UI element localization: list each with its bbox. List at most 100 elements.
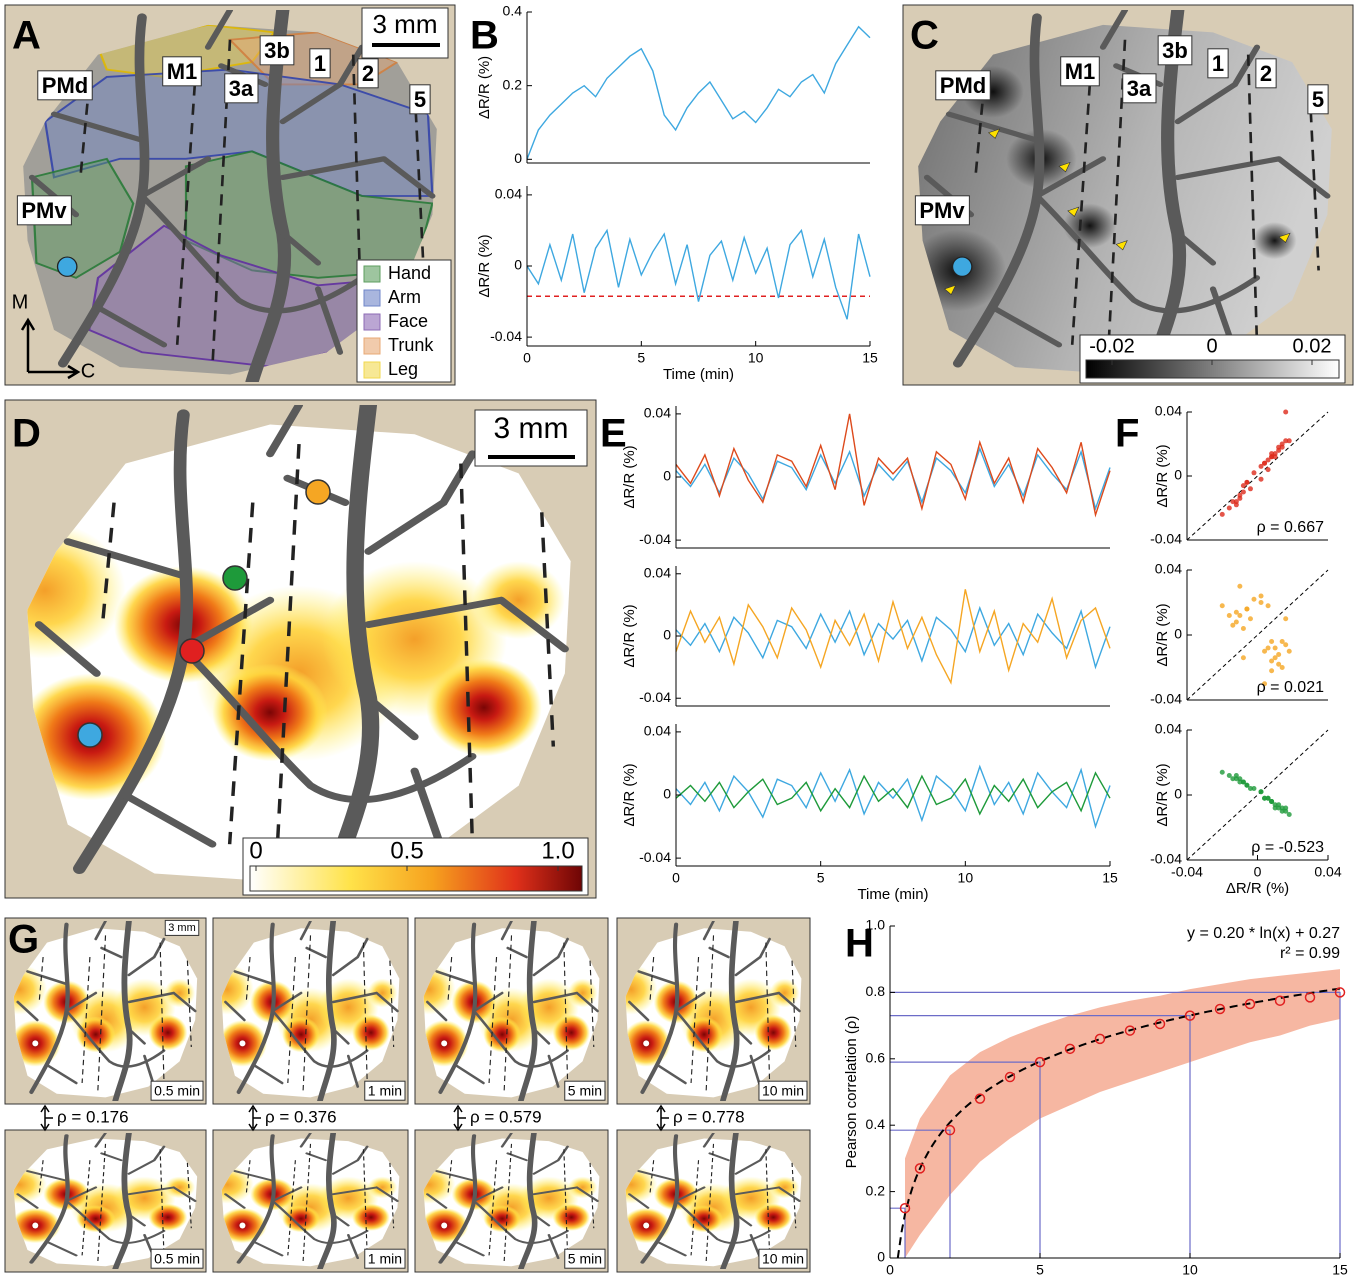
y-tick-label: 0.04 (1155, 561, 1182, 577)
scatter-point (1241, 626, 1246, 631)
scatter-point (1283, 809, 1288, 814)
duration-label: 5 min (568, 1083, 602, 1099)
correlation-label: ρ = 0.778 (673, 1107, 745, 1126)
y-tick-label: 0.4 (866, 1116, 886, 1132)
area-label: 2 (1260, 61, 1272, 86)
duration-label: 0.5 min (154, 1251, 200, 1267)
y-axis-label: ΔR/R (%) (1154, 603, 1171, 666)
area-label: 3a (229, 76, 254, 101)
scatter-point (1283, 438, 1288, 443)
area-label: 1 (1212, 51, 1224, 76)
scatter-point (1220, 512, 1225, 517)
legend-swatch (364, 314, 380, 330)
x-tick-label: 5 (817, 870, 825, 886)
y-tick-label: -0.04 (639, 689, 671, 705)
scatter-point (1266, 603, 1271, 608)
y-tick-label: 0 (663, 627, 671, 643)
x-tick-label: 15 (862, 350, 878, 366)
area-label: 3b (1162, 38, 1188, 63)
y-axis-label: ΔR/R (%) (476, 234, 493, 297)
y-tick-label: 0 (514, 150, 522, 166)
panel-letter: E (600, 412, 627, 456)
scatter-point (1280, 445, 1285, 450)
y-tick-label: 0 (1174, 786, 1182, 802)
orientation-label: C (81, 360, 95, 382)
scatter-point (1241, 655, 1246, 660)
y-tick-label: 0.04 (495, 186, 522, 202)
roi-dot (306, 480, 330, 504)
scatter-point (1227, 773, 1232, 778)
area-label: 5 (414, 87, 426, 112)
area-label: 3b (264, 38, 290, 63)
correlation-label: ρ = -0.523 (1251, 839, 1324, 856)
legend-swatch (364, 362, 380, 378)
y-tick-label: 0.04 (1155, 721, 1182, 737)
scatter-point (1266, 796, 1271, 801)
colorbar-tick-label: -0.02 (1089, 335, 1135, 357)
legend-swatch (364, 266, 380, 282)
figure: 3 mm 3 mm 0.5 min1 min5 min10 min0.5 min… (0, 0, 1358, 1278)
panel-letter: H (845, 922, 874, 966)
y-tick-label: 0.04 (644, 405, 671, 421)
pair-bracket (249, 1106, 261, 1130)
x-tick-label: 15 (1102, 870, 1118, 886)
colorbar-tick-label: 0.02 (1293, 335, 1332, 357)
y-axis-label: ΔR/R (%) (1154, 763, 1171, 826)
y-tick-label: -0.04 (1150, 531, 1182, 547)
duration-label: 1 min (368, 1251, 402, 1267)
trace (676, 773, 1110, 814)
scatter-point (1251, 786, 1256, 791)
colorbar (250, 866, 582, 891)
x-tick-label: 0 (886, 1262, 894, 1278)
seed-dot (441, 1222, 447, 1228)
trace (527, 230, 870, 319)
y-axis-label: ΔR/R (%) (621, 763, 638, 826)
scatter-point (1234, 620, 1239, 625)
x-tick-label: 5 (637, 350, 645, 366)
y-tick-label: 0.04 (644, 564, 671, 580)
y-tick-label: 0.8 (866, 983, 886, 999)
correlation-label: ρ = 0.376 (265, 1107, 337, 1126)
seed-dot (239, 1222, 245, 1228)
legend-label: Face (388, 311, 428, 331)
y-axis-label: ΔR/R (%) (621, 604, 638, 667)
scatter-point (1220, 770, 1225, 775)
scatter-point (1276, 652, 1281, 657)
colorbar-tick-label: 1.0 (541, 837, 574, 864)
seed-dot (32, 1222, 38, 1228)
scatter-point (1251, 470, 1256, 475)
scatter-point (1259, 600, 1264, 605)
scatter-point (1241, 490, 1246, 495)
y-tick-label: 0 (1174, 626, 1182, 642)
scatter-point (1227, 506, 1232, 511)
scatter-point (1248, 486, 1253, 491)
x-tick-label: 0.04 (1314, 864, 1341, 880)
panel-letter: F (1115, 412, 1139, 456)
area-label: M1 (167, 59, 198, 84)
y-tick-label: 0 (877, 1249, 885, 1265)
y-tick-label: 0 (1174, 467, 1182, 483)
trace (527, 27, 870, 160)
seed-dot (32, 1040, 38, 1046)
fit-r2: r² = 0.99 (1280, 945, 1340, 962)
x-tick-label: 0 (523, 350, 531, 366)
scatter-point (1266, 467, 1271, 472)
x-tick-label: 10 (958, 870, 974, 886)
colorbar-tick-label: 0 (249, 837, 262, 864)
y-tick-label: -0.04 (490, 328, 522, 344)
panel-letter: A (12, 14, 41, 58)
x-tick-label: 5 (1036, 1262, 1044, 1278)
scatter-point (1251, 597, 1256, 602)
scatter-point (1269, 454, 1274, 459)
seed-dot (643, 1222, 649, 1228)
scatter-point (1259, 477, 1264, 482)
scatter-point (1241, 780, 1246, 785)
area-label: 5 (1312, 87, 1324, 112)
area-label: PMd (42, 73, 88, 98)
y-tick-label: 0.2 (503, 76, 523, 92)
scatter-point (1244, 607, 1249, 612)
y-axis-label: ΔR/R (%) (476, 56, 493, 119)
panel-letter: B (470, 14, 499, 58)
scatter-point (1287, 649, 1292, 654)
panel-g: 0.5 min1 min5 min10 min0.5 min1 min5 min… (0, 918, 810, 1272)
